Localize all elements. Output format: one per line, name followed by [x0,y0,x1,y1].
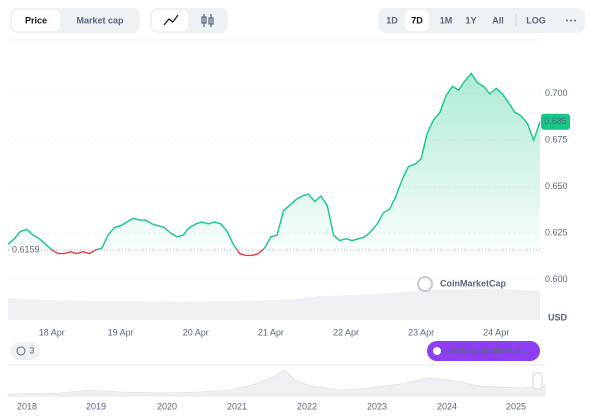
range-button[interactable]: 7D [411,15,423,25]
price-line [7,72,541,257]
navigator-year: 2025 [506,401,526,411]
x-tick-label: 21 Apr [258,327,284,337]
event-pill[interactable] [427,341,540,361]
current-price-box [541,113,570,130]
range-button[interactable]: 1Y [465,15,476,25]
navigator-year: 2022 [297,401,317,411]
y-tick-label: 0.675 [545,135,568,145]
baseline-label: 0.6159 [12,244,40,254]
navigator-year: 2023 [367,401,387,411]
range-group [378,8,585,33]
event-icon [433,347,441,355]
watermark-logo [417,276,433,292]
current-price-label: 0.685 [544,116,567,126]
range-button[interactable]: 1M [440,15,453,25]
navigator-year: 2018 [17,401,37,411]
x-tick-label: 22 Apr [333,327,359,337]
line-icon [163,14,179,26]
clock-icon [16,346,26,356]
candle-icon[interactable] [201,14,214,27]
y-axis-label: USD [548,312,568,322]
x-tick-label: 18 Apr [39,327,65,337]
y-tick-label: 0.700 [545,88,568,98]
event-title[interactable]: Cardano finalizes it... [444,345,528,355]
y-tick-label: 0.650 [545,181,568,191]
event-count: 3 [29,345,34,355]
y-tick-label: 0.625 [545,228,568,238]
x-tick-label: 24 Apr [483,327,509,337]
metric-tab-selected[interactable] [12,10,60,31]
navigator-year: 2019 [86,401,106,411]
price-area [8,73,540,251]
more-icon[interactable] [566,19,576,22]
navigator-area [7,369,546,397]
navigator-year: 2020 [157,401,177,411]
range-button[interactable]: LOG [526,15,546,25]
x-tick-label: 20 Apr [183,327,209,337]
x-tick-label: 23 Apr [408,327,434,337]
baseline-label-bg [10,244,40,257]
navigator-year: 2021 [227,401,247,411]
range-button[interactable]: 1D [386,15,398,25]
navigator-year: 2024 [437,401,457,411]
range-button[interactable]: All [492,15,504,25]
range-selected[interactable] [405,10,429,31]
metric-tab[interactable]: Market cap [76,15,124,25]
volume-area [8,288,540,320]
metric-tab[interactable]: Price [25,15,47,25]
navigator-handle[interactable] [532,372,543,390]
watermark: CoinMarketCap [440,278,507,288]
y-tick-label: 0.600 [545,274,568,284]
x-tick-label: 19 Apr [108,327,134,337]
